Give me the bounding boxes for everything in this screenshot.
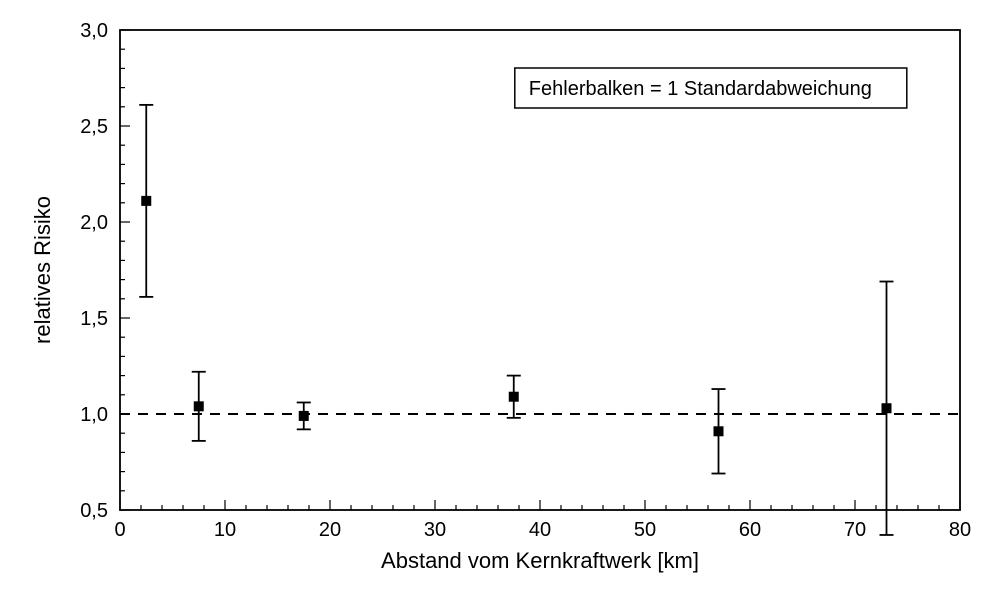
x-tick-label: 80: [949, 519, 971, 541]
y-axis-label: relatives Risiko: [30, 196, 55, 344]
data-marker: [882, 403, 892, 413]
data-marker: [141, 196, 151, 206]
y-tick-label: 2,5: [80, 116, 108, 138]
y-tick-label: 1,5: [80, 308, 108, 330]
x-axis-label: Abstand vom Kernkraftwerk [km]: [381, 548, 699, 573]
y-tick-label: 2,0: [80, 212, 108, 234]
data-marker: [194, 401, 204, 411]
x-tick-label: 20: [319, 519, 341, 541]
x-tick-label: 70: [844, 519, 866, 541]
x-tick-label: 30: [424, 519, 446, 541]
data-marker: [299, 411, 309, 421]
x-tick-label: 0: [114, 519, 125, 541]
x-tick-label: 40: [529, 519, 551, 541]
scatter-chart: 0 10 20 30 40 50 60 70 80 0,5 1,0 1,5 2,0 2,5 3,0 Absta…: [0, 0, 990, 606]
y-tick-label: 1,0: [80, 404, 108, 426]
y-tick-label: 0,5: [80, 500, 108, 522]
data-marker: [714, 426, 724, 436]
x-tick-label: 10: [214, 519, 236, 541]
x-tick-label: 60: [739, 519, 761, 541]
chart-container: 0 10 20 30 40 50 60 70 80 0,5 1,0 1,5 2,0 2,5 3,0 Absta…: [0, 0, 990, 606]
x-tick-label: 50: [634, 519, 656, 541]
y-tick-label: 3,0: [80, 20, 108, 42]
data-marker: [509, 392, 519, 402]
legend-text: Fehlerbalken = 1 Standardabweichung: [529, 78, 872, 100]
